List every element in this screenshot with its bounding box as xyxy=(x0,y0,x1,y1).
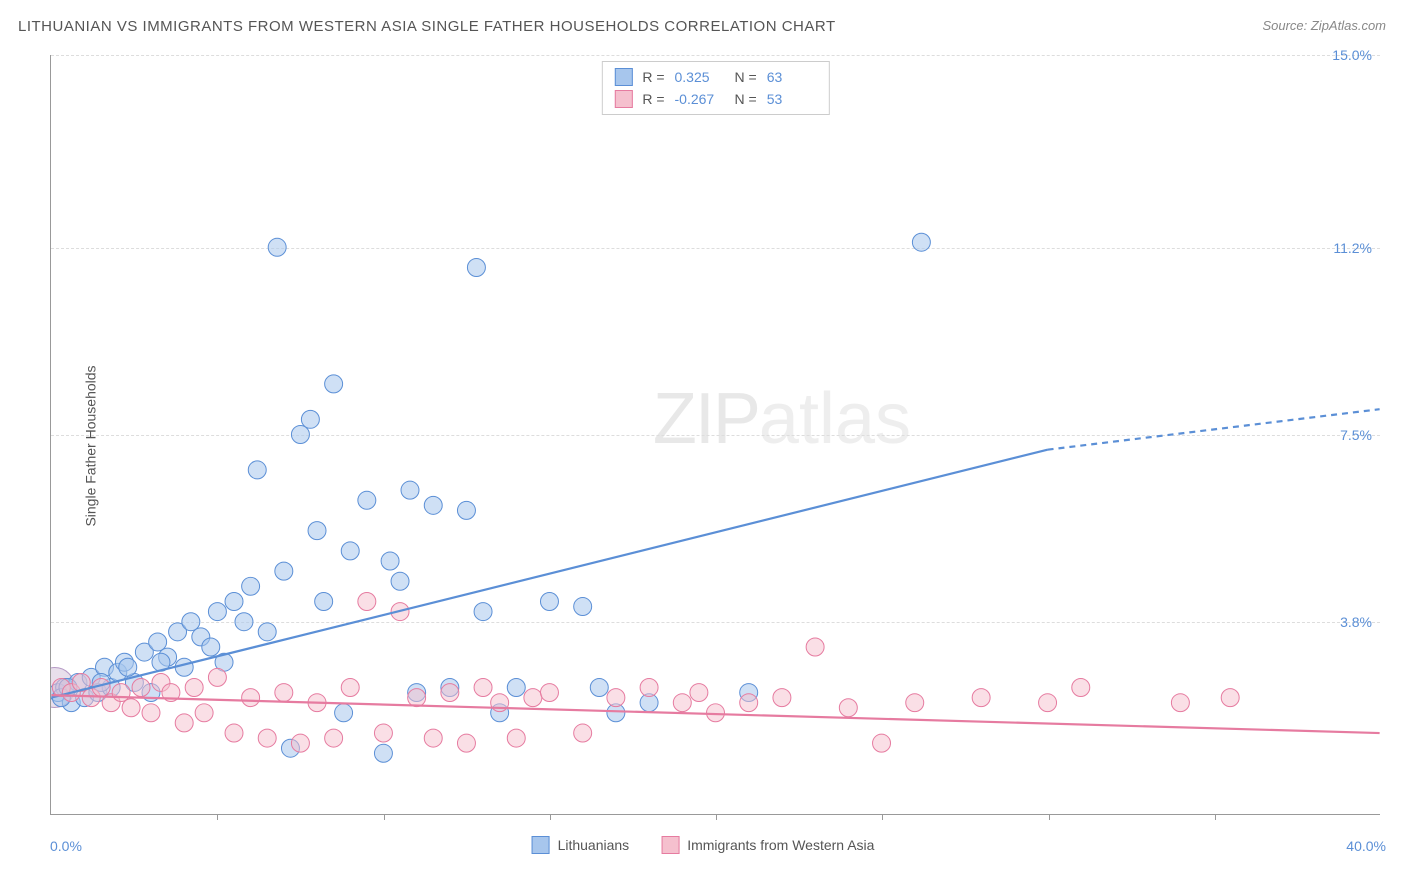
legend-row-series-1: R = 0.325 N = 63 xyxy=(614,66,816,88)
n-label-1: N = xyxy=(735,69,757,85)
n-label-2: N = xyxy=(735,91,757,107)
r-value-2: -0.267 xyxy=(675,91,725,107)
legend-swatch-1 xyxy=(532,836,550,854)
r-label-2: R = xyxy=(642,91,664,107)
r-value-1: 0.325 xyxy=(675,69,725,85)
swatch-series-2 xyxy=(614,90,632,108)
legend-row-series-2: R = -0.267 N = 53 xyxy=(614,88,816,110)
x-tick xyxy=(882,814,883,820)
correlation-legend: R = 0.325 N = 63 R = -0.267 N = 53 xyxy=(601,61,829,115)
x-tick xyxy=(384,814,385,820)
swatch-series-1 xyxy=(614,68,632,86)
x-tick xyxy=(550,814,551,820)
plot-area: ZIPatlas R = 0.325 N = 63 R = -0.267 N =… xyxy=(50,55,1380,815)
scatter-svg xyxy=(51,55,1380,814)
x-tick xyxy=(716,814,717,820)
n-value-2: 53 xyxy=(767,91,817,107)
legend-label-1: Lithuanians xyxy=(558,837,630,853)
chart-title: LITHUANIAN VS IMMIGRANTS FROM WESTERN AS… xyxy=(18,18,836,35)
legend-item-2: Immigrants from Western Asia xyxy=(661,836,874,854)
x-tick xyxy=(1215,814,1216,820)
r-label-1: R = xyxy=(642,69,664,85)
x-origin-label: 0.0% xyxy=(50,838,82,854)
source-attribution: Source: ZipAtlas.com xyxy=(1262,18,1386,33)
legend-label-2: Immigrants from Western Asia xyxy=(687,837,874,853)
x-max-label: 40.0% xyxy=(1346,838,1386,854)
legend-item-1: Lithuanians xyxy=(532,836,630,854)
x-tick xyxy=(1049,814,1050,820)
x-tick xyxy=(217,814,218,820)
series-legend: Lithuanians Immigrants from Western Asia xyxy=(532,836,875,854)
legend-swatch-2 xyxy=(661,836,679,854)
n-value-1: 63 xyxy=(767,69,817,85)
